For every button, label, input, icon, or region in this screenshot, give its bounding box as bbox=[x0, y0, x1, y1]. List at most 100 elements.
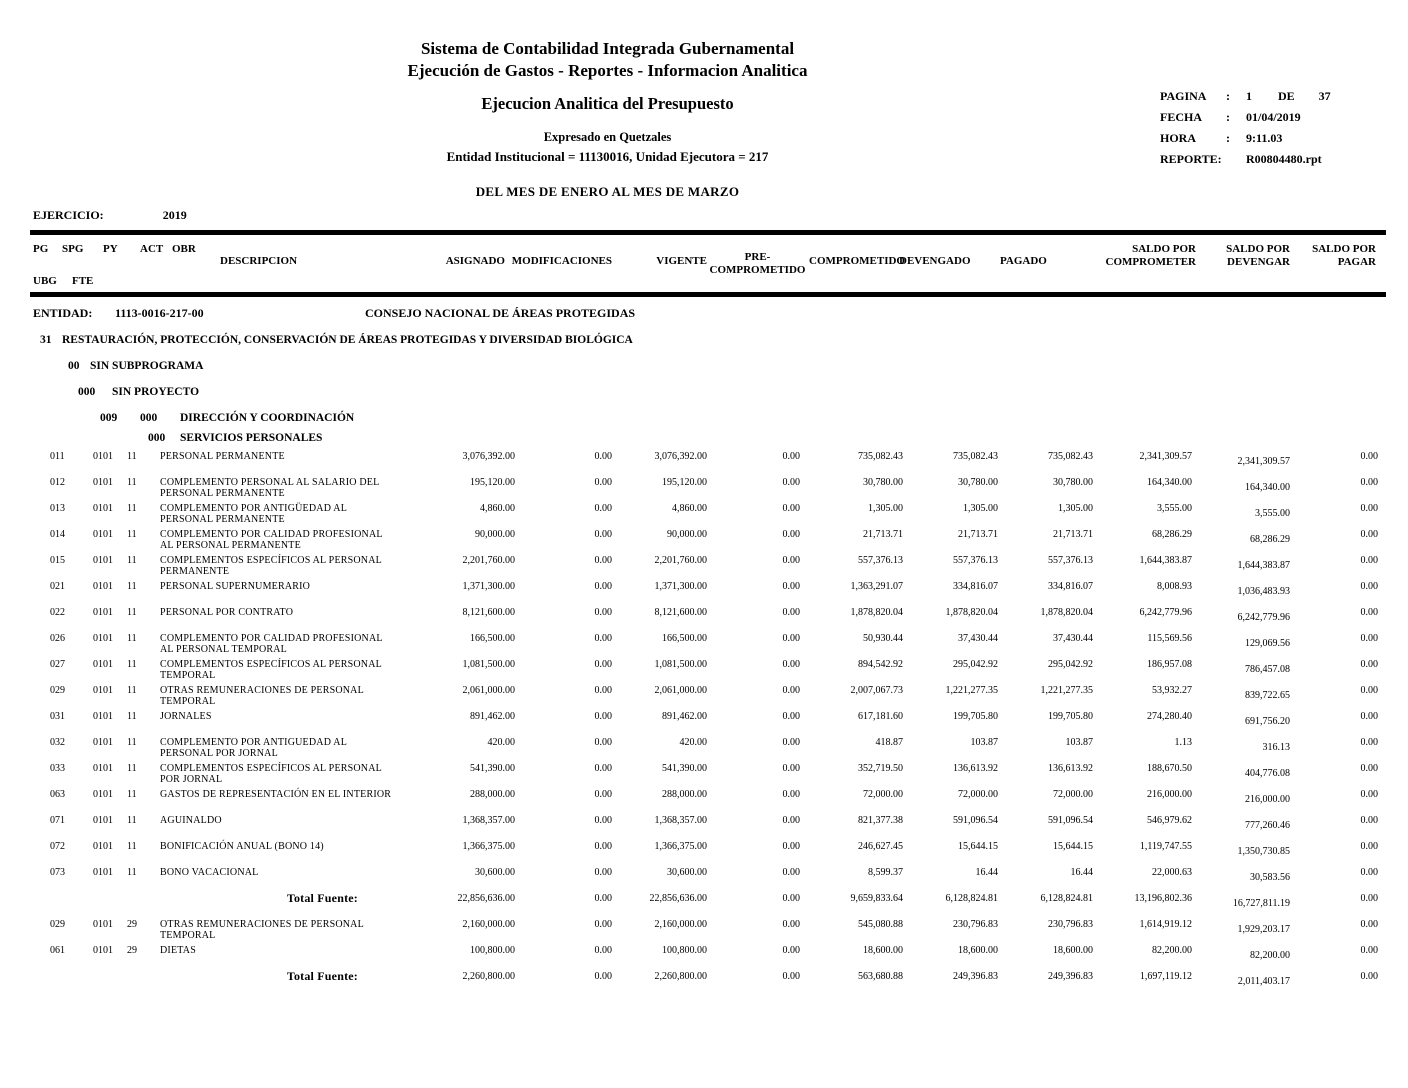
reporte-value: R00804480.rpt bbox=[1246, 152, 1322, 166]
pre-comprometido: 0.00 bbox=[782, 477, 801, 488]
fte-code: 11 bbox=[127, 607, 137, 618]
asignado: 2,201,760.00 bbox=[462, 555, 516, 566]
module-title: Ejecución de Gastos - Reportes - Informa… bbox=[407, 61, 808, 80]
asignado: 1,371,300.00 bbox=[462, 581, 516, 592]
modificaciones: 0.00 bbox=[594, 451, 613, 462]
table-row: 031 0101 11 JORNALES 891,462.00 0.00 891,462.0… bbox=[20, 709, 1378, 735]
hora-label: HORA bbox=[1160, 131, 1196, 145]
fte-code: 11 bbox=[127, 815, 137, 826]
description: COMPLEMENTOS ESPECÍFICOS AL PERSONAL PER… bbox=[160, 555, 382, 577]
saldo-por-comprometer: 546,979.62 bbox=[1147, 815, 1192, 826]
saldo-por-pagar: 0.00 bbox=[1360, 659, 1379, 670]
saldo-por-comprometer: 1,614,919.12 bbox=[1139, 919, 1193, 930]
table-row: 027 0101 11 COMPLEMENTOS ESPECÍFICOS AL PER… bbox=[20, 657, 1378, 683]
saldo-por-pagar: 0.00 bbox=[1360, 867, 1379, 878]
saldo-por-comprometer: 6,242,779.96 bbox=[1139, 607, 1193, 618]
fte-code: 11 bbox=[127, 477, 137, 488]
vigente: 3,076,392.00 bbox=[654, 451, 708, 462]
pg-code: 073 bbox=[50, 867, 65, 878]
pagina-label: PAGINA bbox=[1160, 89, 1207, 103]
saldo-por-devengar: 30,583.56 bbox=[1250, 872, 1290, 883]
comprometido: 246,627.45 bbox=[858, 841, 903, 852]
comprometido: 563,680.88 bbox=[858, 971, 903, 982]
description: PERSONAL SUPERNUMERARIO bbox=[160, 581, 311, 592]
saldo-por-pagar: 0.00 bbox=[1360, 451, 1379, 462]
table-row: 029 0101 29 OTRAS REMUNERACIONES DE PERSONA… bbox=[20, 917, 1378, 943]
asignado: 1,081,500.00 bbox=[462, 659, 516, 670]
column-headers: PG SPG PY ACT OBR UBG FTE DESCRIPCION AS… bbox=[0, 235, 1408, 292]
table-row: 013 0101 11 COMPLEMENTO POR ANTIGÜEDAD AL P… bbox=[20, 501, 1378, 527]
total-row: Total Fuente: 2,260,800.00 0.00 2,260,800.0… bbox=[20, 969, 1378, 995]
asignado: 22,856,636.00 bbox=[457, 893, 516, 904]
devengado: 72,000.00 bbox=[958, 789, 998, 800]
spacer bbox=[143, 579, 160, 605]
pre-comprometido: 0.00 bbox=[782, 529, 801, 540]
pagado: 18,600.00 bbox=[1053, 945, 1093, 956]
devengado: 21,713.71 bbox=[958, 529, 998, 540]
vigente: 166,500.00 bbox=[662, 633, 707, 644]
ejercicio-value: 2019 bbox=[162, 208, 187, 222]
table-row: 072 0101 11 BONIFICACIÓN ANUAL (BONO 14) 1,3… bbox=[20, 839, 1378, 865]
asignado: 2,160,000.00 bbox=[462, 919, 516, 930]
asignado: 1,366,375.00 bbox=[462, 841, 516, 852]
comprometido: 821,377.38 bbox=[858, 815, 903, 826]
saldo-por-pagar: 0.00 bbox=[1360, 477, 1379, 488]
spacer bbox=[143, 449, 160, 475]
table-row: 033 0101 11 COMPLEMENTOS ESPECÍFICOS AL PER… bbox=[20, 761, 1378, 787]
saldo-por-comprometer: 2,341,309.57 bbox=[1139, 451, 1193, 462]
project-code: 000 bbox=[78, 386, 96, 398]
saldo-por-devengar: 164,340.00 bbox=[1245, 482, 1290, 493]
col-spg: SPG bbox=[62, 243, 84, 255]
asignado: 2,061,000.00 bbox=[462, 685, 516, 696]
table-row: 063 0101 11 GASTOS DE REPRESENTACIÓN EN EL … bbox=[20, 787, 1378, 813]
horizontal-rule-top bbox=[30, 230, 1386, 235]
spacer bbox=[143, 761, 160, 787]
pre-comprometido: 0.00 bbox=[782, 815, 801, 826]
col-py: PY bbox=[103, 243, 118, 255]
spacer bbox=[143, 605, 160, 631]
col-pagado: PAGADO bbox=[1000, 255, 1047, 267]
fte-code: 11 bbox=[127, 633, 137, 644]
devengado: 249,396.83 bbox=[953, 971, 998, 982]
saldo-por-pagar: 0.00 bbox=[1360, 919, 1379, 930]
subprogram-row: 00 SIN SUBPROGRAMA bbox=[0, 360, 1408, 374]
pagado: 16.44 bbox=[1070, 867, 1094, 878]
comprometido: 894,542.92 bbox=[858, 659, 903, 670]
description: PERSONAL POR CONTRATO bbox=[160, 607, 294, 618]
period-note: DEL MES DE ENERO AL MES DE MARZO bbox=[475, 184, 740, 199]
meta-pagina: PAGINA : 1 DE 37 bbox=[1160, 86, 1331, 107]
description: PERSONAL PERMANENTE bbox=[160, 451, 285, 462]
meta-reporte: REPORTE: R00804480.rpt bbox=[1160, 149, 1331, 170]
currency-note: Expresado en Quetzales bbox=[543, 130, 672, 144]
devengado: 1,878,820.04 bbox=[945, 607, 999, 618]
modificaciones: 0.00 bbox=[594, 503, 613, 514]
modificaciones: 0.00 bbox=[594, 633, 613, 644]
description: AGUINALDO bbox=[160, 815, 222, 826]
pagado: 136,613.92 bbox=[1048, 763, 1093, 774]
modificaciones: 0.00 bbox=[594, 711, 613, 722]
description: BONO VACACIONAL bbox=[160, 867, 259, 878]
col-saldo-devengar: SALDO POR DEVENGAR bbox=[1226, 243, 1290, 269]
modificaciones: 0.00 bbox=[594, 945, 613, 956]
modificaciones: 0.00 bbox=[594, 841, 613, 852]
saldo-por-devengar: 3,555.00 bbox=[1255, 508, 1290, 519]
budget-table: 011 0101 11 PERSONAL PERMANENTE 3,076,392.00… bbox=[20, 449, 1378, 995]
devengado: 199,705.80 bbox=[953, 711, 998, 722]
pre-comprometido: 0.00 bbox=[782, 633, 801, 644]
saldo-por-pagar: 0.00 bbox=[1360, 945, 1379, 956]
pg-code bbox=[20, 891, 65, 917]
subprogram-name: SIN SUBPROGRAMA bbox=[90, 360, 204, 372]
saldo-por-comprometer: 1,119,747.55 bbox=[1139, 841, 1192, 852]
pg-code: 031 bbox=[50, 711, 65, 722]
modificaciones: 0.00 bbox=[594, 529, 613, 540]
modificaciones: 0.00 bbox=[594, 477, 613, 488]
fte-code: 11 bbox=[127, 529, 137, 540]
table-row: 026 0101 11 COMPLEMENTO POR CALIDAD PROFESI… bbox=[20, 631, 1378, 657]
devengado: 1,305.00 bbox=[963, 503, 998, 514]
pre-comprometido: 0.00 bbox=[782, 685, 801, 696]
pagado: 230,796.83 bbox=[1048, 919, 1093, 930]
ubg-code: 0101 bbox=[93, 945, 113, 956]
pre-comprometido: 0.00 bbox=[782, 945, 801, 956]
pg-code: 013 bbox=[50, 503, 65, 514]
fecha-colon: : bbox=[1226, 110, 1230, 124]
